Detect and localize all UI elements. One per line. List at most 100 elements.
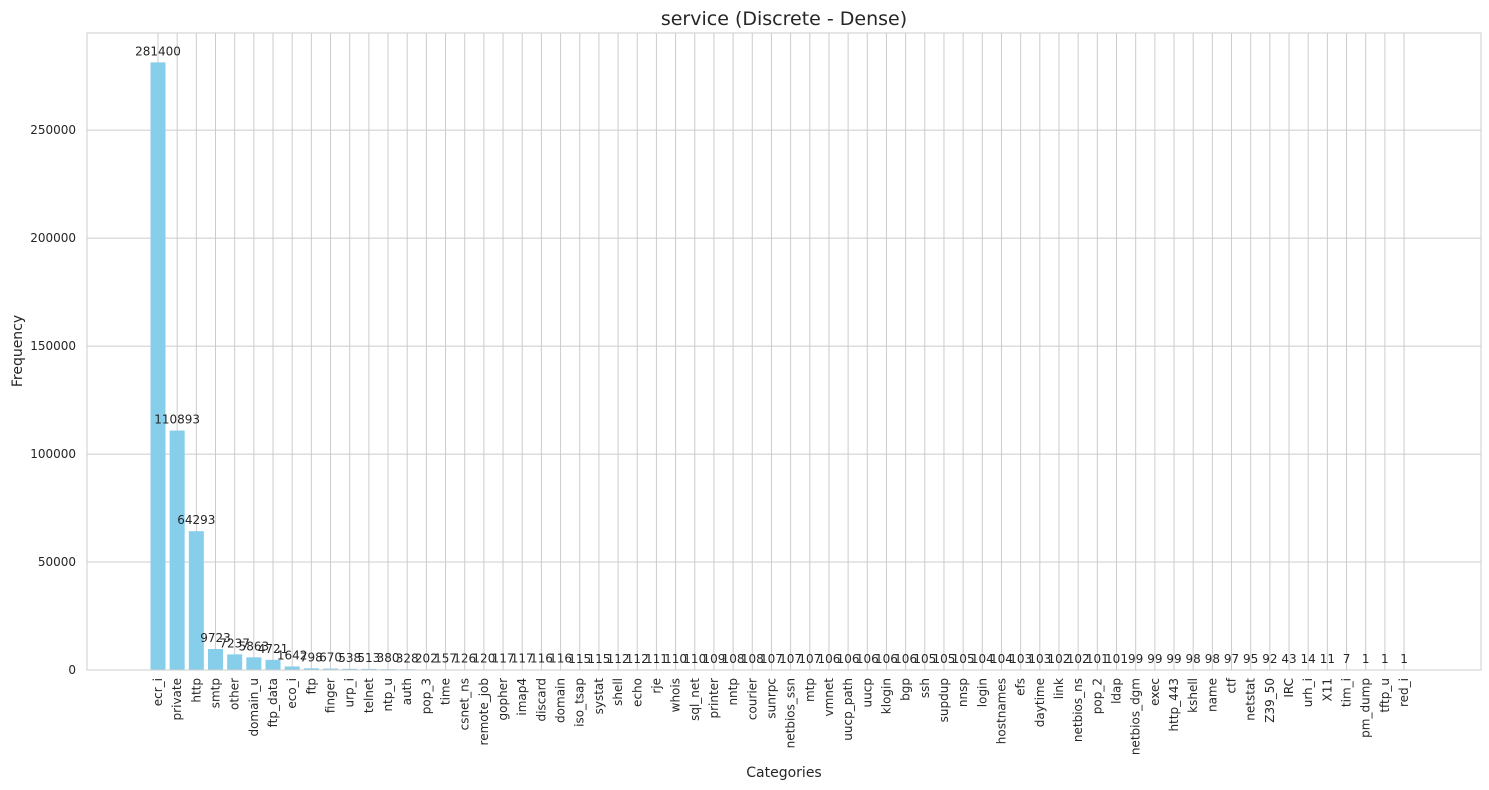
- bar: [227, 654, 243, 670]
- x-tick-label: nnsp: [956, 678, 970, 707]
- data-label: 115: [587, 652, 610, 666]
- data-label: 328: [396, 651, 419, 665]
- data-label: 101: [1105, 652, 1128, 666]
- x-tick-label: domain_u: [247, 678, 261, 737]
- x-tick-label: ftp: [304, 678, 318, 694]
- data-label: 120: [472, 652, 495, 666]
- x-tick-label: efs: [1014, 678, 1028, 696]
- data-label: 9723: [200, 631, 231, 645]
- bars: [150, 62, 1412, 671]
- bar: [323, 668, 339, 670]
- data-label: 104: [990, 652, 1013, 666]
- x-tick-label: supdup: [937, 678, 951, 722]
- x-tick-label: sunrpc: [764, 678, 778, 719]
- x-tick-label: nntp: [726, 678, 740, 706]
- x-tick-label: gopher: [496, 678, 510, 721]
- x-tick-label: domain: [554, 678, 568, 723]
- x-tick-label: finger: [324, 678, 338, 713]
- x-tick-label: X11: [1320, 678, 1334, 702]
- x-tick-label: private: [170, 678, 184, 720]
- data-label: 111: [645, 652, 668, 666]
- x-axis-ticks: ecr_i private http smtp other domain_u ftp_dat…: [151, 677, 1411, 755]
- data-label: 538: [338, 651, 361, 665]
- x-tick-label: csnet_ns: [458, 678, 472, 730]
- data-label: 281400: [135, 44, 181, 58]
- x-tick-label: ssh: [918, 678, 932, 698]
- y-tick-label: 200000: [30, 231, 76, 245]
- data-label: 4721: [258, 642, 289, 656]
- grid-lines: [87, 33, 1481, 671]
- x-tick-label: pop_3: [419, 678, 433, 714]
- data-label: 106: [817, 652, 840, 666]
- x-tick-label: other: [228, 678, 242, 710]
- x-tick-label: exec: [1148, 678, 1162, 706]
- data-label: 116: [549, 652, 572, 666]
- data-labels: 2814001108936429397237237586347211642798…: [135, 44, 1408, 666]
- x-tick-label: hostnames: [994, 678, 1008, 744]
- data-label: 105: [952, 652, 975, 666]
- data-label: 7237: [219, 636, 250, 650]
- chart-title: service (Discrete - Dense): [661, 8, 907, 30]
- data-label: 117: [492, 652, 515, 666]
- x-tick-label: ntp_u: [381, 678, 395, 712]
- x-tick-label: iso_tsap: [573, 678, 587, 727]
- x-tick-label: klogin: [879, 678, 893, 714]
- data-label: 98: [1186, 652, 1201, 666]
- data-label: 117: [511, 652, 534, 666]
- data-label: 1: [1362, 652, 1370, 666]
- bar: [303, 668, 319, 670]
- data-label: 97: [1224, 652, 1239, 666]
- y-axis-label: Frequency: [10, 315, 26, 387]
- data-label: 110: [683, 652, 706, 666]
- x-tick-label: uucp_path: [841, 678, 855, 741]
- x-tick-label: bgp: [899, 678, 913, 701]
- x-tick-label: ecr_i: [151, 678, 165, 706]
- x-tick-label: echo: [630, 678, 644, 707]
- x-tick-label: remote_job: [477, 678, 491, 745]
- data-label: 116: [530, 652, 553, 666]
- data-label: 99: [1166, 652, 1181, 666]
- x-tick-label: daytime: [1033, 678, 1047, 727]
- data-label: 95: [1243, 652, 1258, 666]
- x-tick-label: ldap: [1110, 678, 1124, 704]
- x-tick-label: imap4: [515, 678, 529, 716]
- data-label: 92: [1262, 652, 1277, 666]
- x-tick-label: netbios_ssn: [784, 678, 798, 748]
- bar: [284, 666, 300, 670]
- data-label: 1: [1381, 652, 1389, 666]
- data-label: 108: [722, 652, 745, 666]
- data-label: 157: [434, 652, 457, 666]
- x-tick-label: ftp_data: [266, 678, 280, 727]
- data-label: 107: [779, 652, 802, 666]
- data-label: 1642: [277, 648, 308, 662]
- x-tick-label: kshell: [1186, 678, 1200, 713]
- x-tick-label: urh_i: [1301, 678, 1315, 707]
- data-label: 105: [933, 652, 956, 666]
- y-tick-label: 50000: [38, 555, 76, 569]
- bar: [150, 62, 166, 671]
- y-tick-label: 150000: [30, 339, 76, 353]
- data-label: 380: [377, 651, 400, 665]
- data-label: 43: [1281, 652, 1296, 666]
- x-tick-label: sql_net: [688, 678, 702, 721]
- x-tick-label: netbios_dgm: [1129, 678, 1143, 755]
- x-tick-label: telnet: [362, 678, 376, 713]
- x-tick-label: printer: [707, 678, 721, 719]
- x-tick-label: ctf: [1225, 677, 1239, 693]
- bar: [342, 668, 358, 670]
- data-label: 112: [607, 652, 630, 666]
- data-label: 106: [856, 652, 879, 666]
- bar: [169, 430, 185, 670]
- x-tick-label: urp_i: [343, 678, 357, 708]
- x-tick-label: netbios_ns: [1071, 678, 1085, 742]
- data-label: 102: [1067, 652, 1090, 666]
- x-tick-label: uucp: [860, 678, 874, 707]
- x-tick-label: http: [189, 678, 203, 703]
- x-tick-label: login: [975, 678, 989, 707]
- bar: [208, 649, 224, 670]
- x-tick-label: http_443: [1167, 678, 1181, 732]
- x-tick-label: pop_2: [1090, 678, 1104, 714]
- y-tick-label: 100000: [30, 447, 76, 461]
- y-tick-label: 0: [68, 663, 76, 677]
